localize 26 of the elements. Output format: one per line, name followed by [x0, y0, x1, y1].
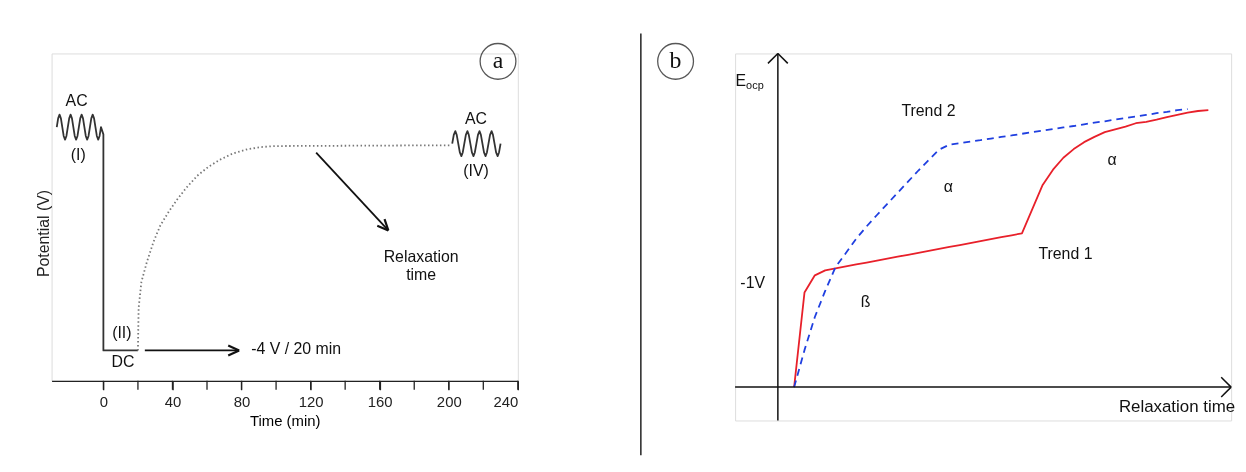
x-tick-label: 40	[164, 394, 182, 411]
annotation: α	[1107, 150, 1117, 168]
x-tick-label: 80	[233, 394, 251, 411]
text: AC	[65, 91, 88, 109]
annotation: AC	[465, 110, 488, 128]
x-tick-label: 120	[298, 394, 324, 411]
annotation: Trend 2	[901, 101, 956, 119]
text: b	[669, 47, 682, 74]
x-tick-label: 160	[367, 394, 393, 411]
annotation: ß	[860, 293, 871, 311]
annotation: (II)	[112, 323, 132, 341]
annotation: (IV)	[463, 162, 489, 180]
x-tick-label: 0	[99, 394, 109, 411]
text: a	[492, 47, 504, 74]
annotation: Trend 1	[1038, 244, 1093, 262]
x-tick-label: 240	[493, 394, 519, 411]
annotation: DC	[111, 353, 135, 371]
annotation: α	[943, 178, 954, 196]
annotation: (I)	[70, 145, 86, 163]
x-tick-label: 200	[436, 394, 462, 411]
y-axis-title: Potential (V)	[34, 189, 52, 278]
x-axis-title: Relaxation time	[1118, 396, 1236, 416]
annotation: Relaxation time	[383, 248, 459, 284]
text: -1V	[740, 273, 766, 291]
annotation: -4 V / 20 min	[251, 340, 342, 358]
x-axis-title: Time (min)	[249, 412, 321, 429]
